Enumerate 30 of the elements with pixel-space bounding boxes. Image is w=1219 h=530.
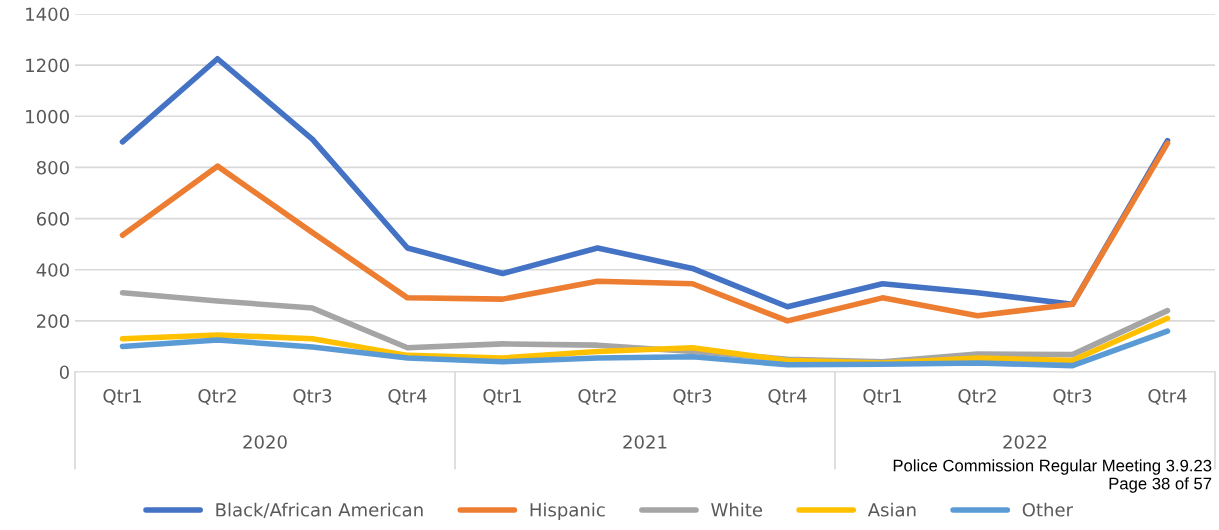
text: 2020 [243, 435, 287, 449]
y-tick-label: 600 [36, 212, 69, 226]
y-tick-label: 400 [36, 263, 69, 277]
x-tick-label: Qtr1 [863, 388, 901, 405]
legend-label: Black/African American [216, 502, 423, 519]
x-tick-label: Qtr4 [388, 388, 427, 405]
x-tick-label: Qtr1 [103, 388, 141, 405]
text: Police Commission Regular Meeting 3.9.23 [893, 459, 1212, 475]
y-tick-label: 0 [59, 365, 69, 380]
x-tick-label: Qtr2 [578, 388, 616, 405]
x-tick-label: Qtr2 [958, 388, 996, 405]
y-tick-label: 1400 [26, 7, 69, 22]
text: 2022 [1003, 435, 1047, 449]
legend-label: Other [1022, 502, 1073, 517]
y-tick-label: 1000 [26, 109, 69, 124]
y-tick-label: 800 [36, 160, 69, 175]
y-tick-label: 200 [37, 314, 69, 328]
y-tick-label: 1200 [26, 58, 69, 73]
x-tick-label: Qtr3 [673, 388, 712, 405]
legend-label: Asian [867, 502, 916, 517]
x-tick-label: Qtr1 [483, 388, 521, 405]
legend-label: Hispanic [530, 502, 605, 521]
legend-label: White [711, 502, 763, 517]
x-tick-label: Qtr2 [198, 388, 236, 405]
text: 2021 [623, 435, 667, 449]
x-tick-label: Qtr3 [1053, 388, 1092, 405]
x-tick-label: Qtr3 [293, 388, 332, 405]
x-tick-label: Qtr4 [768, 388, 807, 405]
text: Page 38 of 57 [1109, 477, 1212, 493]
x-tick-label: Qtr4 [1148, 388, 1187, 405]
